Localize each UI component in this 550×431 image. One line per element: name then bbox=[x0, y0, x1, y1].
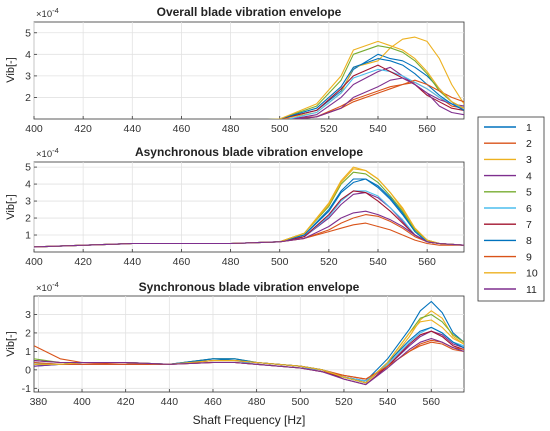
x-tick-label: 540 bbox=[369, 256, 387, 268]
y-tick-label: 4 bbox=[25, 179, 31, 191]
y-tick-label: 1 bbox=[25, 230, 31, 242]
y-tick-label: 2 bbox=[25, 92, 31, 104]
x-tick-label: 400 bbox=[25, 123, 43, 135]
x-tick-label: 500 bbox=[271, 123, 289, 135]
y-exponent-label: ×10-4 bbox=[36, 146, 59, 160]
subplot-title: Synchronous blade vibration envelope bbox=[139, 280, 360, 294]
series-line-3 bbox=[273, 36, 464, 119]
x-tick-label: 540 bbox=[369, 123, 387, 135]
legend-label: 11 bbox=[526, 284, 537, 296]
series-line-7 bbox=[273, 64, 464, 119]
y-tick-label: 5 bbox=[25, 162, 31, 174]
series-line-5 bbox=[267, 45, 464, 119]
x-tick-label: 500 bbox=[292, 396, 310, 408]
x-tick-label: 520 bbox=[335, 396, 353, 408]
x-tick-label: 500 bbox=[271, 256, 289, 268]
y-axis-label: Vib[-] bbox=[5, 331, 17, 356]
x-tick-label: 480 bbox=[222, 123, 240, 135]
subplot-title: Asynchronous blade vibration envelope bbox=[135, 145, 363, 159]
axes-frame bbox=[33, 21, 465, 120]
y-tick-label: 2 bbox=[25, 327, 31, 339]
x-axis-label: Shaft Frequency [Hz] bbox=[193, 413, 306, 427]
y-tick-labels: 2 3 4 5 bbox=[25, 27, 31, 104]
y-exponent-label: ×10-4 bbox=[36, 6, 59, 20]
legend-label: 4 bbox=[526, 170, 532, 182]
x-tick-label: 420 bbox=[117, 396, 135, 408]
legend-label: 6 bbox=[526, 203, 532, 215]
x-tick-label: 380 bbox=[30, 396, 48, 408]
series-line-8 bbox=[267, 58, 464, 119]
series-lines bbox=[34, 300, 464, 386]
axes-frame bbox=[33, 295, 465, 393]
x-tick-label: 400 bbox=[73, 396, 91, 408]
x-tick-labels: 400 420 440 460 480 500 520 540 560 bbox=[25, 256, 436, 268]
y-tick-labels: 1 2 3 4 5 bbox=[25, 162, 31, 242]
x-tick-label: 420 bbox=[74, 256, 92, 268]
legend-label: 2 bbox=[526, 138, 532, 150]
x-tick-label: 400 bbox=[25, 256, 43, 268]
y-tick-label: 5 bbox=[25, 27, 31, 39]
x-tick-label: 460 bbox=[173, 123, 191, 135]
x-tick-label: 460 bbox=[173, 256, 191, 268]
subplot-asynchronous: 400 420 440 460 480 500 520 540 560 1 2 3 4 5 Asynch… bbox=[5, 145, 465, 268]
series-lines bbox=[267, 36, 464, 119]
legend-label: 9 bbox=[526, 251, 532, 263]
x-tick-label: 540 bbox=[379, 396, 397, 408]
legend-label: 7 bbox=[526, 219, 532, 231]
x-tick-label: 440 bbox=[124, 256, 142, 268]
series-line-10 bbox=[267, 40, 464, 119]
y-tick-label: 1 bbox=[25, 346, 31, 358]
series-line-4 bbox=[289, 66, 464, 119]
series-line-11 bbox=[34, 210, 464, 248]
series-line-11 bbox=[34, 337, 464, 386]
series-lines bbox=[34, 166, 464, 248]
legend-label: 1 bbox=[526, 122, 532, 134]
x-tick-label: 560 bbox=[422, 396, 440, 408]
x-tick-label: 460 bbox=[204, 396, 222, 408]
series-line-9 bbox=[293, 79, 464, 119]
y-axis-label: Vib[-] bbox=[5, 57, 17, 82]
subplot-overall: 400 420 440 460 480 500 520 540 560 2 3 4 5 Overall… bbox=[5, 5, 465, 135]
x-tick-label: 520 bbox=[320, 256, 338, 268]
grid bbox=[34, 296, 464, 392]
x-tick-label: 560 bbox=[418, 123, 436, 135]
legend-label: 8 bbox=[526, 235, 532, 247]
series-line-6 bbox=[286, 68, 464, 119]
x-tick-label: 480 bbox=[222, 256, 240, 268]
x-tick-label: 440 bbox=[161, 396, 179, 408]
y-tick-label: 4 bbox=[25, 49, 31, 61]
x-tick-label: 480 bbox=[248, 396, 266, 408]
axes-frame bbox=[33, 161, 465, 253]
y-tick-label: -1 bbox=[22, 383, 31, 395]
series-line-11 bbox=[293, 77, 464, 119]
y-tick-label: 3 bbox=[25, 309, 31, 321]
x-tick-label: 520 bbox=[320, 123, 338, 135]
y-tick-label: 0 bbox=[25, 364, 31, 376]
legend: 1 2 3 4 5 6 7 8 9 10 11 bbox=[477, 116, 545, 302]
legend-box bbox=[477, 116, 545, 302]
legend-label: 10 bbox=[526, 268, 538, 280]
x-tick-label: 560 bbox=[418, 256, 436, 268]
x-tick-label: 440 bbox=[124, 123, 142, 135]
y-axis-label: Vib[-] bbox=[5, 194, 17, 219]
y-tick-labels: -1 0 1 2 3 bbox=[22, 309, 32, 395]
y-tick-label: 2 bbox=[25, 213, 31, 225]
subplot-synchronous: 380 400 420 440 460 480 500 520 540 560 -1 0 1 2 3 Sy… bbox=[5, 280, 465, 427]
subplot-title: Overall blade vibration envelope bbox=[157, 5, 342, 19]
x-tick-label: 420 bbox=[74, 123, 92, 135]
y-tick-label: 3 bbox=[25, 70, 31, 82]
legend-label: 5 bbox=[526, 187, 532, 199]
legend-label: 3 bbox=[526, 154, 532, 166]
y-tick-label: 3 bbox=[25, 196, 31, 208]
x-tick-labels: 380 400 420 440 460 480 500 520 540 560 bbox=[30, 396, 441, 408]
x-tick-labels: 400 420 440 460 480 500 520 540 560 bbox=[25, 123, 436, 135]
y-exponent-label: ×10-4 bbox=[36, 280, 59, 294]
